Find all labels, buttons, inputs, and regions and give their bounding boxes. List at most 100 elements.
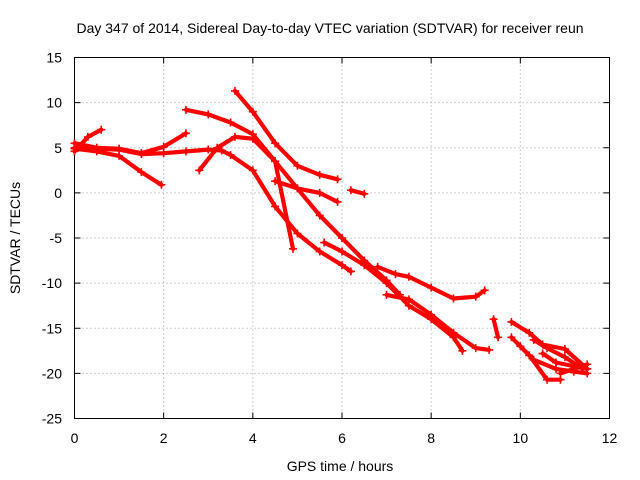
data-point — [248, 107, 257, 116]
data-point — [360, 261, 369, 270]
data-point — [195, 166, 204, 175]
data-point — [70, 143, 79, 152]
data-point — [360, 189, 369, 198]
series-line — [197, 134, 296, 251]
data-point — [181, 129, 190, 138]
data-point — [338, 247, 346, 256]
data-point — [248, 166, 257, 175]
data-point — [471, 292, 480, 301]
data-point — [382, 290, 391, 299]
y-tick-label: -10 — [42, 275, 62, 291]
data-point — [288, 244, 297, 253]
data-point — [226, 118, 235, 127]
y-tick-label: -5 — [50, 230, 63, 246]
data-point — [485, 345, 494, 354]
data-point — [404, 295, 413, 304]
data-point — [159, 149, 168, 158]
data-point — [507, 317, 516, 326]
axis-ticks: 0 2 4 6 8 10 12 15 10 5 0 -5 -10 -15 -20 -25 — [42, 50, 618, 447]
data-point — [449, 328, 458, 337]
data-point — [391, 270, 400, 279]
y-axis-title: SDTVAR / TECUs — [7, 182, 23, 294]
data-point — [560, 345, 569, 354]
data-point — [83, 132, 92, 141]
data-point — [315, 247, 324, 256]
x-tick-label: 0 — [71, 430, 79, 446]
data-point — [529, 335, 538, 344]
data-point — [204, 110, 213, 119]
data-point — [217, 146, 226, 155]
data-point — [382, 279, 391, 288]
data-point — [583, 360, 592, 369]
data-point — [137, 150, 146, 159]
x-tick-label: 2 — [160, 430, 168, 446]
x-tick-label: 10 — [513, 430, 529, 446]
series-track-13 — [489, 315, 503, 342]
data-point — [543, 344, 552, 353]
y-tick-label: -15 — [42, 320, 62, 336]
x-axis-title: GPS time / hours — [287, 458, 394, 474]
data-point — [204, 145, 213, 154]
y-tick-label: 15 — [46, 50, 62, 66]
data-point — [525, 328, 534, 337]
data-point — [97, 125, 106, 134]
data-point — [231, 86, 239, 95]
y-tick-label: 5 — [54, 140, 62, 156]
series-track-9 — [346, 186, 369, 198]
series-track-16 — [516, 342, 592, 378]
data-point — [529, 355, 538, 364]
data-point — [333, 197, 342, 206]
data-point — [556, 369, 565, 378]
data-point — [293, 184, 302, 193]
data-point — [115, 145, 124, 154]
series-line — [72, 145, 353, 274]
data-point — [373, 262, 382, 271]
data-point — [552, 358, 560, 367]
data-point — [494, 333, 503, 342]
y-tick-label: 10 — [46, 95, 62, 111]
series-line — [384, 292, 492, 352]
data-point — [293, 161, 302, 170]
data-point — [226, 150, 235, 159]
series-line — [273, 179, 340, 204]
data-point — [320, 238, 329, 247]
data-point — [315, 211, 324, 220]
data-point — [427, 310, 436, 319]
data-point — [271, 139, 280, 148]
y-tick-label: 0 — [54, 185, 62, 201]
data-point — [560, 353, 569, 362]
data-point — [333, 175, 342, 184]
series-track-7 — [195, 132, 297, 253]
data-point — [338, 261, 346, 270]
data-point — [346, 267, 355, 276]
data-point — [427, 283, 436, 292]
series-track-19 — [556, 360, 592, 378]
data-point — [271, 157, 280, 166]
series-track-11 — [373, 262, 489, 303]
x-tick-label: 6 — [338, 430, 346, 446]
data-point — [471, 344, 480, 353]
data-point — [157, 180, 166, 189]
series-track-8 — [271, 177, 342, 206]
series-track-4 — [70, 143, 355, 276]
x-tick-label: 12 — [602, 430, 618, 446]
data-point — [516, 342, 525, 351]
data-point — [271, 177, 280, 186]
data-point — [248, 134, 257, 143]
data-point — [213, 143, 222, 152]
data-point — [538, 349, 547, 358]
x-tick-label: 4 — [249, 430, 257, 446]
data-point — [489, 315, 498, 324]
data-point — [271, 202, 280, 211]
data-point — [404, 272, 413, 281]
data-point — [458, 346, 467, 355]
data-point — [231, 132, 239, 141]
data-point — [181, 147, 190, 156]
series-line — [322, 240, 465, 353]
data-point — [181, 105, 190, 114]
data-point — [346, 186, 355, 195]
data-series — [70, 86, 592, 384]
data-point — [480, 286, 489, 295]
x-tick-label: 8 — [427, 430, 435, 446]
